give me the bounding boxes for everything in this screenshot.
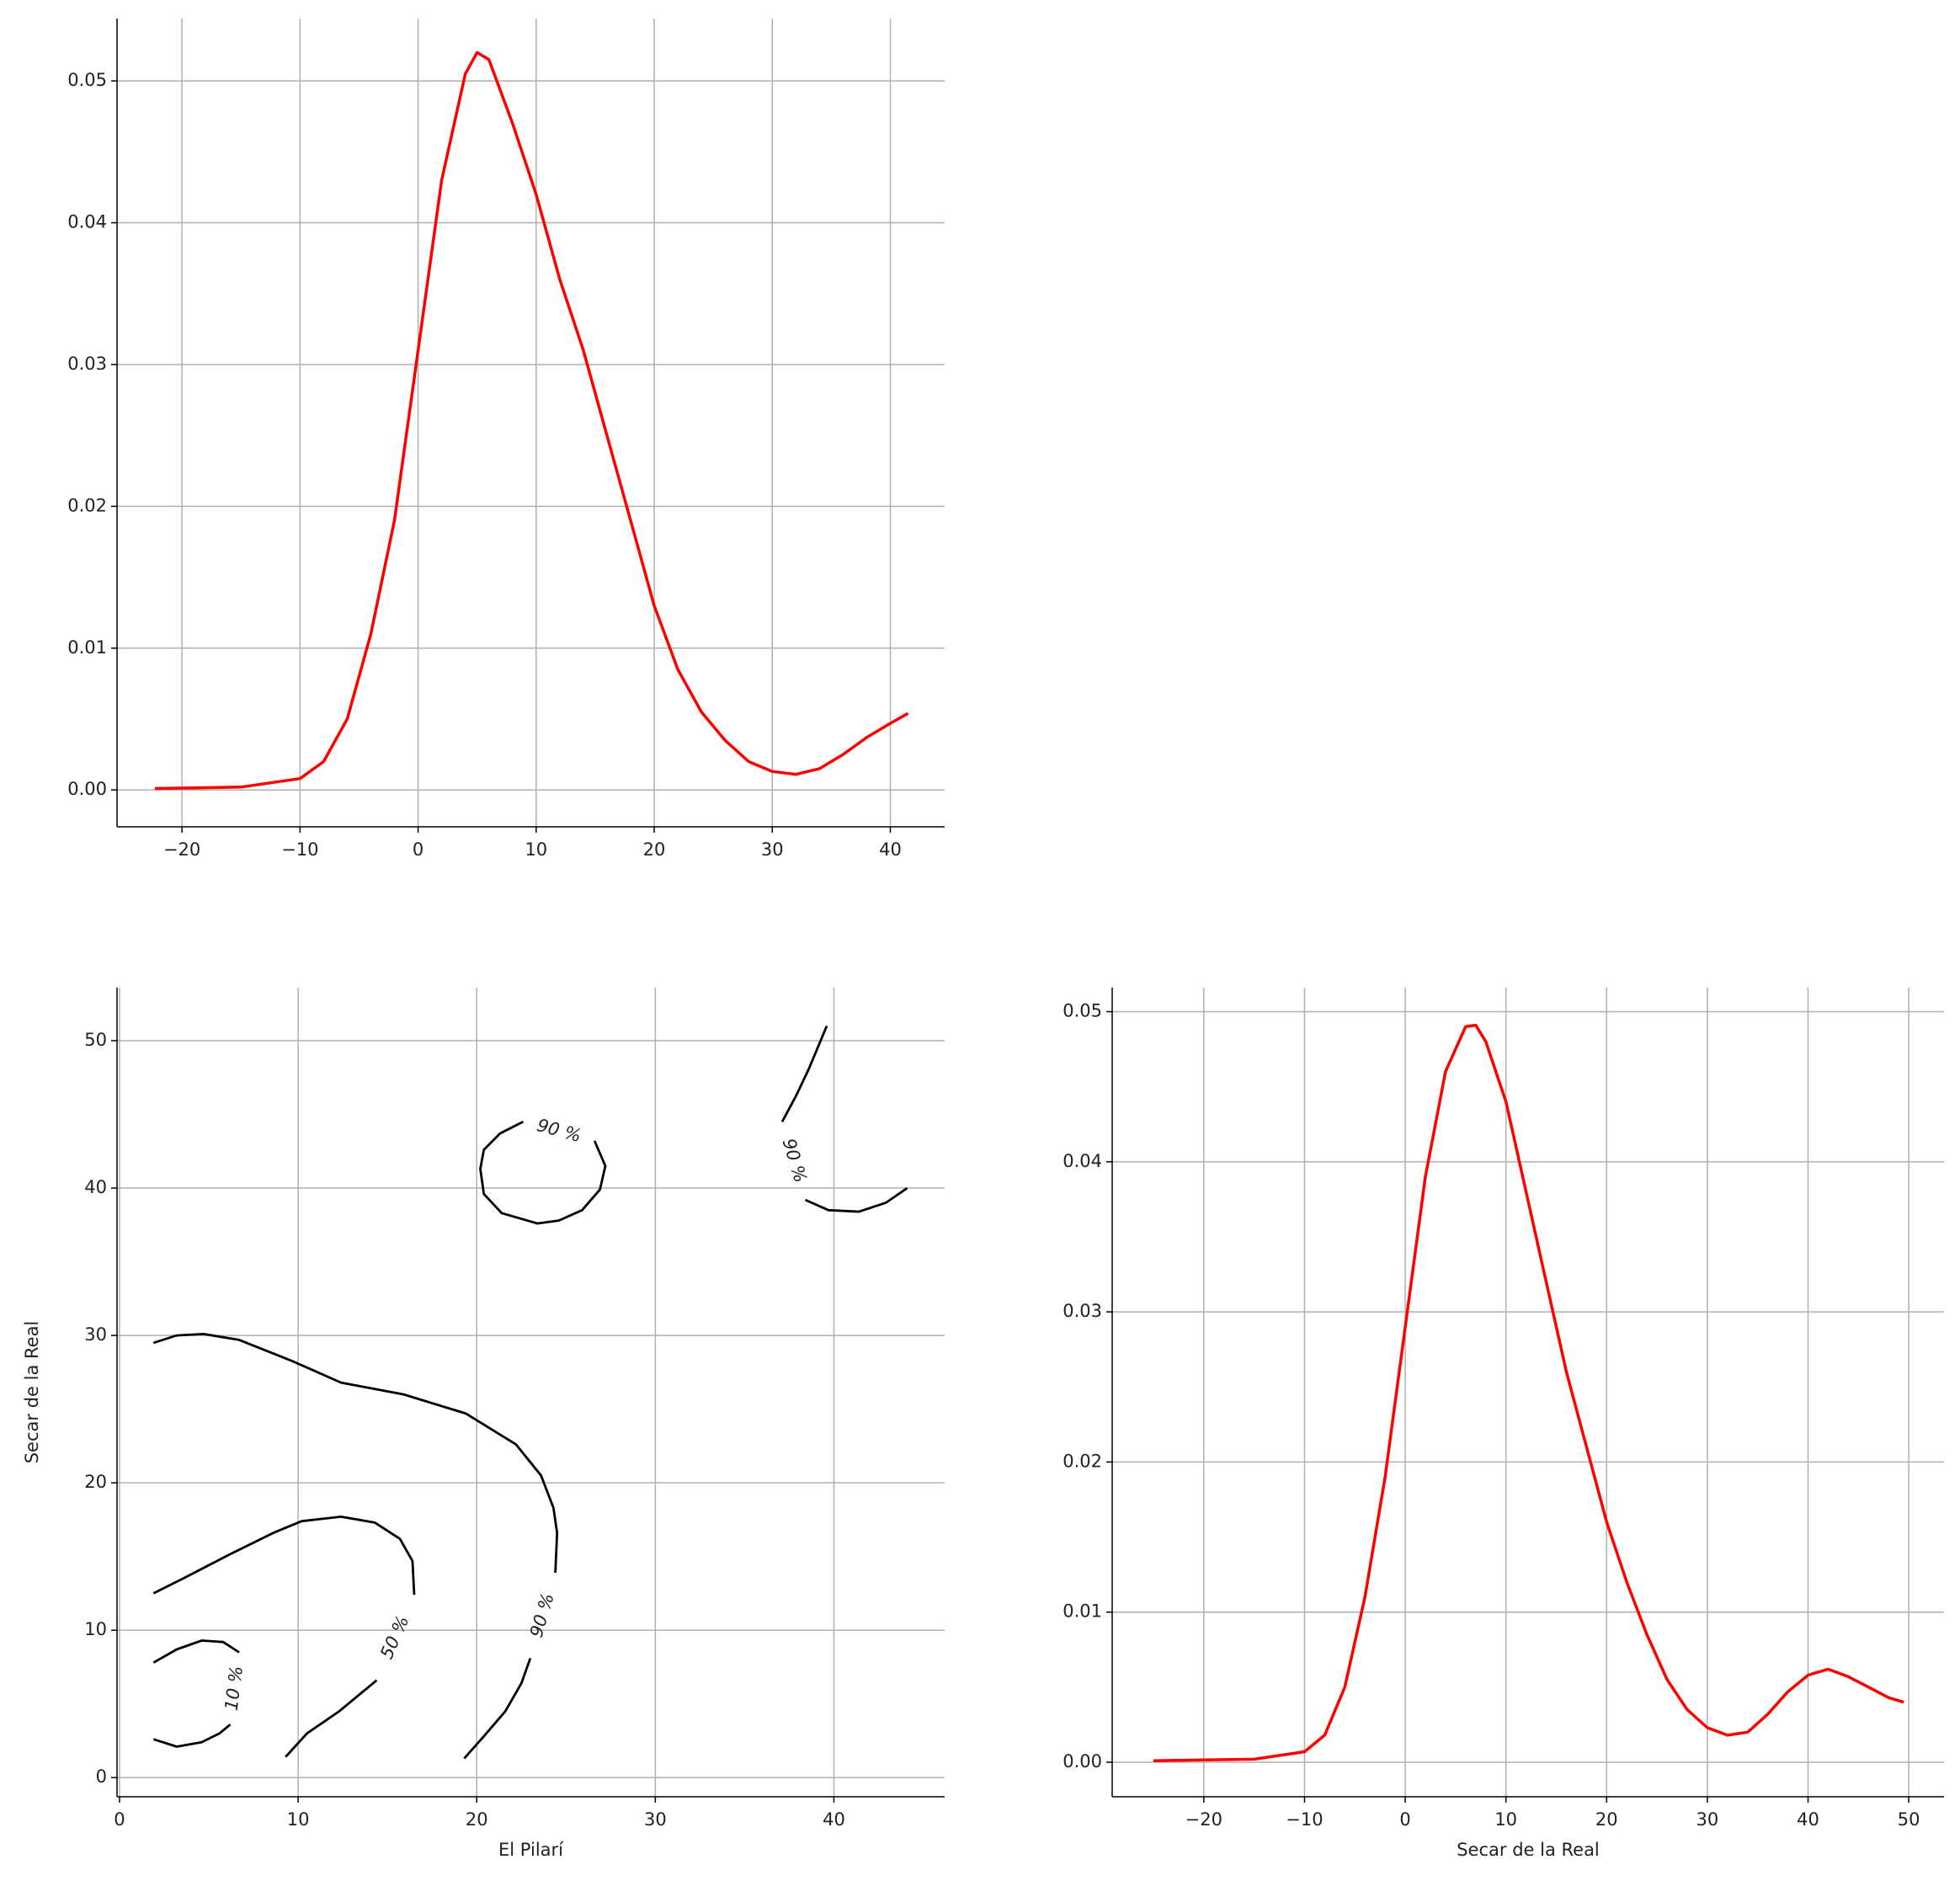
y-axis-label: Secar de la Real	[22, 1321, 42, 1464]
y-tick-label: 10	[84, 1619, 107, 1639]
x-tick-label: 30	[644, 1809, 667, 1830]
contour-line	[780, 1025, 908, 1213]
y-tick-label: 0.04	[1063, 1151, 1102, 1171]
y-tick-label: 50	[84, 1030, 107, 1050]
contour-label: 10 %	[221, 1665, 247, 1712]
x-tick-label: 40	[823, 1809, 845, 1830]
x-tick-label: 30	[761, 839, 784, 860]
subplot: 0 10 20 30 40 0 10 20 30 40 50 El Pilarí Secar de la…	[22, 988, 945, 1860]
x-tick-label: 0	[114, 1809, 125, 1830]
x-tick-label: 20	[1595, 1809, 1618, 1830]
x-axis-label: El Pilarí	[498, 1840, 564, 1860]
x-tick-label: −10	[1286, 1809, 1323, 1830]
contour-label: 90 %	[526, 1590, 558, 1639]
x-tick-label: −20	[1185, 1809, 1222, 1830]
y-tick-label: 0.04	[67, 212, 107, 232]
y-tick-label: 40	[84, 1177, 107, 1197]
contour-label: 90 %	[779, 1136, 811, 1185]
contour-line	[152, 1333, 559, 1760]
y-tick-label: 0.05	[1063, 1001, 1102, 1021]
x-tick-label: 20	[466, 1809, 488, 1830]
x-axis-label: Secar de la Real	[1457, 1840, 1600, 1860]
x-tick-label: 10	[287, 1809, 310, 1830]
x-tick-label: 10	[1494, 1809, 1517, 1830]
contour-line	[479, 1121, 607, 1225]
y-tick-label: 0.00	[67, 779, 107, 799]
y-tick-label: 0.02	[1063, 1451, 1102, 1471]
y-tick-label: 20	[84, 1472, 107, 1492]
x-tick-label: 50	[1898, 1809, 1920, 1830]
y-tick-label: 0.01	[1063, 1601, 1102, 1622]
y-tick-label: 0.00	[1063, 1751, 1102, 1771]
x-tick-label: 0	[1399, 1809, 1410, 1830]
y-tick-label: 0.01	[67, 637, 107, 658]
x-tick-label: 40	[1797, 1809, 1819, 1830]
density-line	[154, 51, 909, 791]
y-tick-label: 0.03	[1063, 1301, 1102, 1321]
contour-line	[152, 1639, 240, 1748]
contour-label: 90 %	[535, 1115, 583, 1146]
y-tick-label: 30	[84, 1324, 107, 1345]
contour-line	[152, 1516, 416, 1758]
x-tick-label: 20	[643, 839, 666, 860]
y-tick-label: 0	[96, 1766, 107, 1787]
x-tick-label: 0	[413, 839, 423, 860]
x-tick-label: −10	[281, 839, 318, 860]
y-tick-label: 0.03	[67, 354, 107, 374]
x-tick-label: 40	[879, 839, 902, 860]
density-line	[1153, 1023, 1904, 1762]
x-tick-label: 10	[525, 839, 547, 860]
x-tick-label: −20	[163, 839, 200, 860]
y-tick-label: 0.02	[67, 495, 107, 515]
x-tick-label: 30	[1696, 1809, 1719, 1830]
contour-label: 50 %	[376, 1612, 413, 1662]
subplot: −20 −10 0 10 20 30 40 50 0.00 0.01 0.02 0.03 0.04 0.0…	[1063, 988, 1944, 1860]
y-tick-label: 0.05	[67, 70, 107, 90]
subplot: −20 −10 0 10 20 30 40 0.00 0.01 0.02 0.03 0.04 0.05	[67, 19, 945, 860]
